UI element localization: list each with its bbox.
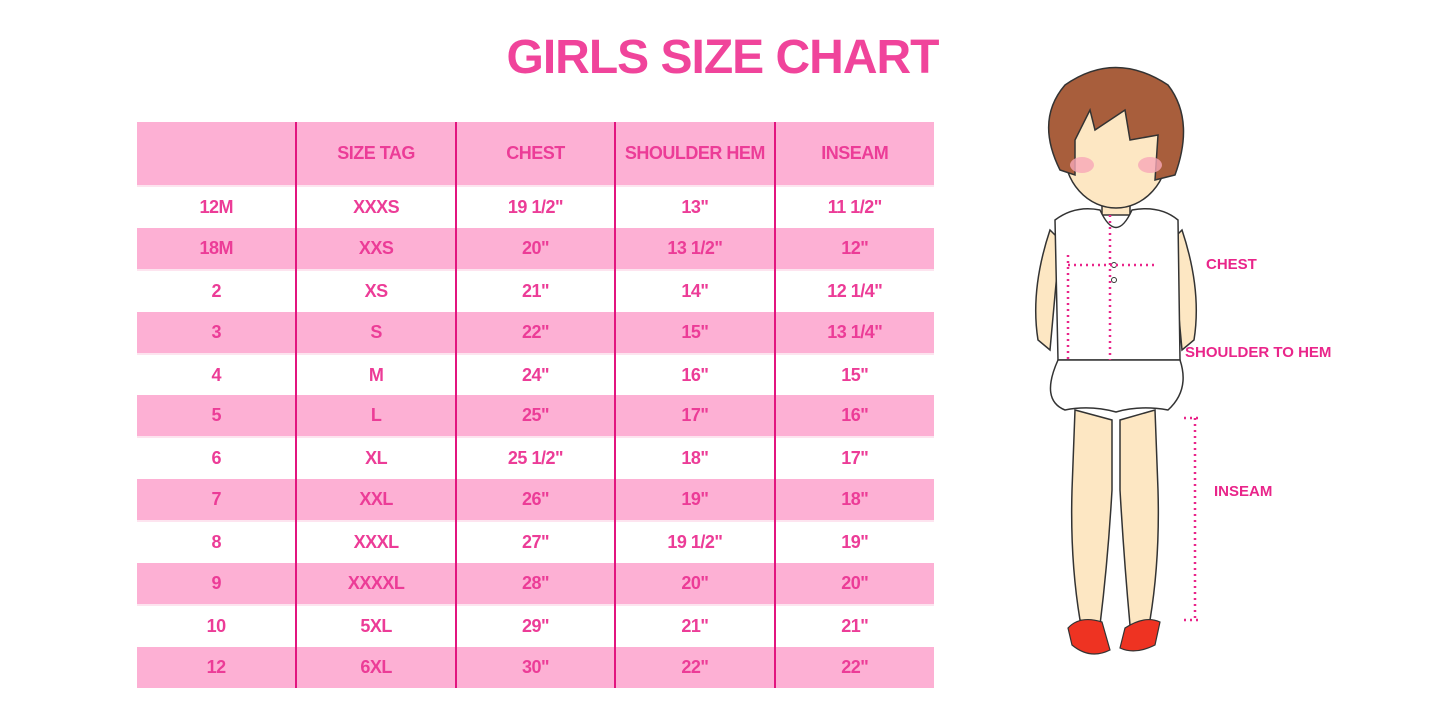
- table-cell: 21": [614, 603, 775, 647]
- table-cell: 18": [614, 436, 775, 480]
- table-cell: S: [295, 311, 456, 354]
- table-row: 10 5XL 29" 21" 21": [137, 603, 934, 647]
- table-cell: 16": [773, 395, 934, 438]
- table-cell: 22": [454, 311, 616, 354]
- table-cell: 22": [614, 646, 775, 688]
- table-cell: 14": [614, 268, 775, 312]
- table-row: 9 XXXXL 28" 20" 20": [137, 563, 934, 605]
- table-cell: 15": [773, 352, 934, 396]
- table-row: 5 L 25" 17" 16": [137, 395, 934, 438]
- size-chart-table: SIZE TAG CHEST SHOULDER HEM INSEAM 12M XXXS 1…: [137, 122, 934, 688]
- table-cell: 20": [773, 563, 934, 605]
- table-cell: 4: [137, 352, 297, 396]
- table-cell: 25": [454, 395, 616, 438]
- table-cell: 2: [137, 268, 297, 312]
- table-row: 3 S 22" 15" 13 1/4": [137, 311, 934, 354]
- table-cell: 20": [454, 227, 616, 270]
- table-row: 6 XL 25 1/2" 18" 17": [137, 436, 934, 480]
- table-cell: XXXS: [295, 185, 456, 228]
- table-cell: 15": [614, 311, 775, 354]
- table-row: 8 XXXL 27" 19 1/2" 19": [137, 520, 934, 564]
- shoulder-to-hem-label: SHOULDER TO HEM: [1185, 344, 1332, 361]
- table-row: 12 6XL 30" 22" 22": [137, 646, 934, 688]
- table-cell: 5: [137, 395, 297, 438]
- table-cell: 9: [137, 563, 297, 605]
- inseam-label: INSEAM: [1214, 483, 1273, 500]
- table-cell: 6XL: [295, 646, 456, 688]
- table-cell: M: [295, 352, 456, 396]
- table-row: 7 XXL 26" 19" 18": [137, 479, 934, 522]
- table-cell: 19 1/2": [454, 185, 616, 228]
- column-header: INSEAM: [773, 122, 934, 186]
- table-cell: 12": [773, 227, 934, 270]
- table-cell: 21": [454, 268, 616, 312]
- column-header: SIZE TAG: [295, 122, 456, 186]
- table-cell: 6: [137, 436, 297, 480]
- table-cell: 3: [137, 311, 297, 354]
- girl-illustration: [1020, 60, 1220, 675]
- table-cell: 10: [137, 603, 297, 647]
- table-cell: 7: [137, 479, 297, 522]
- table-cell: 13 1/2": [614, 227, 775, 270]
- table-cell: 17": [614, 395, 775, 438]
- table-cell: XXL: [295, 479, 456, 522]
- table-cell: 22": [773, 646, 934, 688]
- table-cell: 25 1/2": [454, 436, 616, 480]
- column-header: CHEST: [454, 122, 616, 186]
- table-cell: XL: [295, 436, 456, 480]
- table-cell: 24": [454, 352, 616, 396]
- table-cell: 30": [454, 646, 616, 688]
- table-row: 18M XXS 20" 13 1/2" 12": [137, 227, 934, 270]
- table-cell: 26": [454, 479, 616, 522]
- table-cell: 29": [454, 603, 616, 647]
- table-cell: 19": [773, 520, 934, 564]
- table-cell: 20": [614, 563, 775, 605]
- column-header: SHOULDER HEM: [614, 122, 775, 186]
- table-cell: 8: [137, 520, 297, 564]
- table-cell: 5XL: [295, 603, 456, 647]
- table-row: 2 XS 21" 14" 12 1/4": [137, 268, 934, 312]
- column-header: [137, 122, 297, 186]
- table-cell: 17": [773, 436, 934, 480]
- table-cell: XXS: [295, 227, 456, 270]
- table-row: 4 M 24" 16" 15": [137, 352, 934, 396]
- table-cell: 13": [614, 185, 775, 228]
- table-cell: 28": [454, 563, 616, 605]
- chest-label: CHEST: [1206, 256, 1257, 273]
- table-cell: 11 1/2": [773, 185, 934, 228]
- table-cell: 19 1/2": [614, 520, 775, 564]
- table-cell: 16": [614, 352, 775, 396]
- table-cell: 19": [614, 479, 775, 522]
- table-cell: 27": [454, 520, 616, 564]
- table-cell: XXXL: [295, 520, 456, 564]
- table-cell: XS: [295, 268, 456, 312]
- table-row: 12M XXXS 19 1/2" 13" 11 1/2": [137, 185, 934, 228]
- table-cell: 12M: [137, 185, 297, 228]
- table-header-row: SIZE TAG CHEST SHOULDER HEM INSEAM: [137, 122, 934, 186]
- table-cell: 18": [773, 479, 934, 522]
- table-cell: 13 1/4": [773, 311, 934, 354]
- table-cell: 12 1/4": [773, 268, 934, 312]
- table-cell: 18M: [137, 227, 297, 270]
- table-cell: XXXXL: [295, 563, 456, 605]
- table-cell: 21": [773, 603, 934, 647]
- table-cell: 12: [137, 646, 297, 688]
- table-cell: L: [295, 395, 456, 438]
- page-title: GIRLS SIZE CHART: [506, 31, 939, 84]
